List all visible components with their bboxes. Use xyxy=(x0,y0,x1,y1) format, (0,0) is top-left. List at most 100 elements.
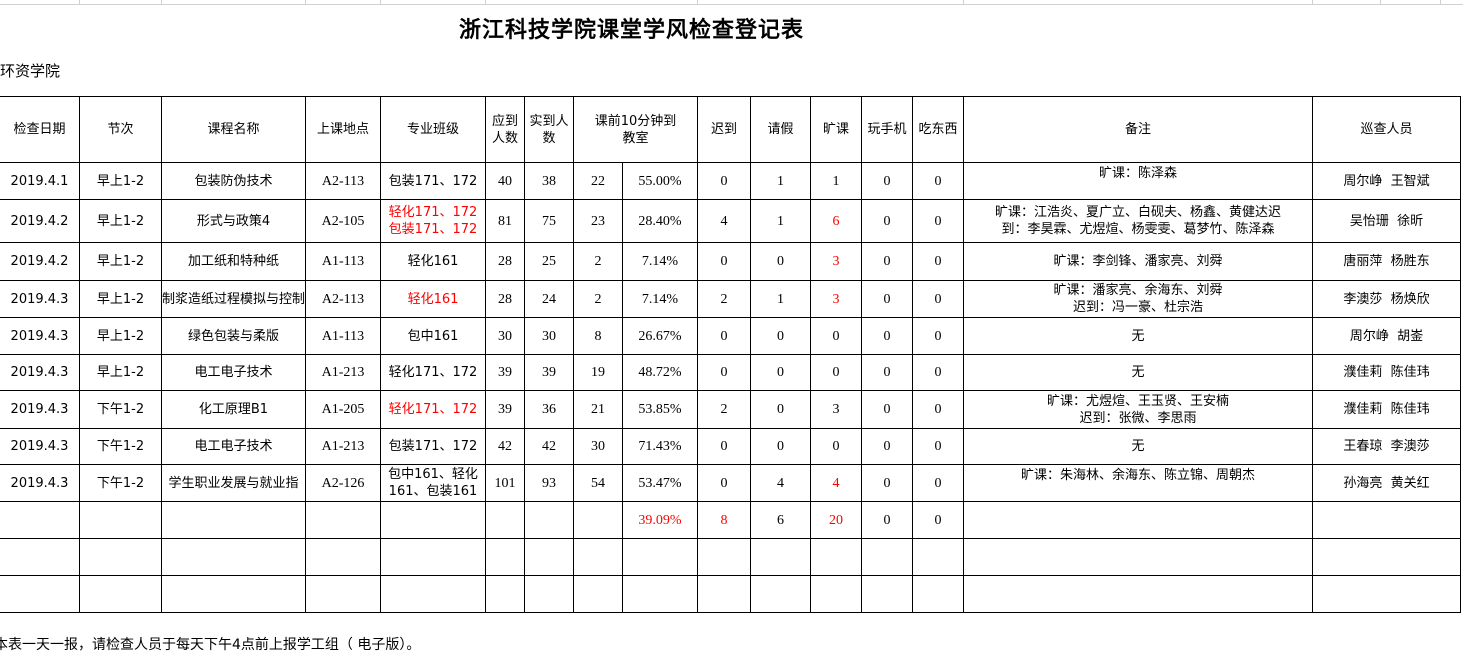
cell-late[interactable]: 0 xyxy=(697,242,751,281)
cell-late[interactable]: 0 xyxy=(697,354,751,391)
cell-early-count[interactable]: 30 xyxy=(573,428,623,465)
cell-remark[interactable]: 旷课：江浩炎、夏广立、白砚夫、杨鑫、黄健达迟 到：李昊霖、尤煜煊、杨雯雯、葛梦竹、… xyxy=(963,199,1313,243)
cell-empty[interactable] xyxy=(963,538,1313,576)
cell-expected[interactable]: 42 xyxy=(485,428,525,465)
cell-empty[interactable] xyxy=(697,575,751,613)
cell-empty[interactable] xyxy=(524,575,574,613)
cell-period[interactable]: 早上1-2 xyxy=(79,199,162,243)
cell-empty[interactable] xyxy=(0,575,80,613)
cell-early-pct[interactable]: 48.72% xyxy=(622,354,698,391)
cell-date[interactable]: 2019.4.3 xyxy=(0,280,80,318)
cell-leave[interactable]: 1 xyxy=(750,280,811,318)
cell-inspectors[interactable]: 王春琼 李澳莎 xyxy=(1312,428,1461,465)
cell-absent[interactable]: 3 xyxy=(810,390,862,429)
cell-empty[interactable] xyxy=(79,501,162,539)
cell-actual[interactable]: 38 xyxy=(524,162,574,200)
cell-late[interactable]: 0 xyxy=(697,464,751,502)
cell-date[interactable]: 2019.4.2 xyxy=(0,242,80,281)
cell-phone[interactable]: 0 xyxy=(861,390,913,429)
cell-inspectors[interactable]: 周尔峥 胡崟 xyxy=(1312,317,1461,355)
cell-early-count[interactable]: 19 xyxy=(573,354,623,391)
cell-empty[interactable] xyxy=(161,538,306,576)
cell-empty[interactable] xyxy=(79,575,162,613)
cell-course[interactable]: 化工原理B1 xyxy=(161,390,306,429)
cell-early-pct[interactable]: 7.14% xyxy=(622,280,698,318)
total-leave[interactable]: 6 xyxy=(750,501,811,539)
cell-late[interactable]: 4 xyxy=(697,199,751,243)
cell-remark[interactable]: 旷课：陈泽森 xyxy=(963,162,1313,200)
cell-absent[interactable]: 4 xyxy=(810,464,862,502)
cell-phone[interactable]: 0 xyxy=(861,354,913,391)
cell-actual[interactable]: 25 xyxy=(524,242,574,281)
cell-actual[interactable]: 42 xyxy=(524,428,574,465)
cell-remark[interactable]: 旷课：朱海林、余海东、陈立锦、周朝杰 xyxy=(963,464,1313,502)
cell-empty[interactable] xyxy=(0,501,80,539)
cell-period[interactable]: 早上1-2 xyxy=(79,317,162,355)
cell-leave[interactable]: 0 xyxy=(750,317,811,355)
cell-late[interactable]: 0 xyxy=(697,428,751,465)
cell-course[interactable]: 加工纸和特种纸 xyxy=(161,242,306,281)
cell-class[interactable]: 包中161 xyxy=(380,317,486,355)
cell-inspectors[interactable]: 唐丽萍 杨胜东 xyxy=(1312,242,1461,281)
cell-class[interactable]: 轻化171、172 包装171、172 xyxy=(380,199,486,243)
cell-date[interactable]: 2019.4.3 xyxy=(0,390,80,429)
cell-inspectors[interactable]: 濮佳莉 陈佳玮 xyxy=(1312,390,1461,429)
cell-eat[interactable]: 0 xyxy=(912,199,964,243)
cell-room[interactable]: A2-126 xyxy=(305,464,381,502)
cell-expected[interactable]: 81 xyxy=(485,199,525,243)
cell-period[interactable]: 早上1-2 xyxy=(79,354,162,391)
cell-actual[interactable]: 93 xyxy=(524,464,574,502)
total-early-pct[interactable]: 39.09% xyxy=(622,501,698,539)
cell-early-pct[interactable]: 53.47% xyxy=(622,464,698,502)
cell-empty[interactable] xyxy=(912,575,964,613)
cell-inspectors[interactable]: 孙海亮 黄关红 xyxy=(1312,464,1461,502)
cell-class[interactable]: 包装171、172 xyxy=(380,162,486,200)
cell-phone[interactable]: 0 xyxy=(861,162,913,200)
cell-date[interactable]: 2019.4.3 xyxy=(0,464,80,502)
cell-empty[interactable] xyxy=(622,575,698,613)
cell-actual[interactable]: 75 xyxy=(524,199,574,243)
cell-eat[interactable]: 0 xyxy=(912,242,964,281)
cell-leave[interactable]: 0 xyxy=(750,390,811,429)
cell-empty[interactable] xyxy=(79,538,162,576)
cell-room[interactable]: A1-213 xyxy=(305,354,381,391)
cell-early-count[interactable]: 2 xyxy=(573,280,623,318)
cell-expected[interactable]: 28 xyxy=(485,280,525,318)
cell-room[interactable]: A1-113 xyxy=(305,242,381,281)
cell-early-count[interactable]: 21 xyxy=(573,390,623,429)
cell-empty[interactable] xyxy=(573,538,623,576)
cell-room[interactable]: A1-113 xyxy=(305,317,381,355)
cell-phone[interactable]: 0 xyxy=(861,317,913,355)
cell-remark[interactable]: 无 xyxy=(963,317,1313,355)
cell-empty[interactable] xyxy=(963,575,1313,613)
cell-empty[interactable] xyxy=(485,575,525,613)
cell-phone[interactable]: 0 xyxy=(861,464,913,502)
cell-date[interactable]: 2019.4.1 xyxy=(0,162,80,200)
cell-date[interactable]: 2019.4.3 xyxy=(0,354,80,391)
cell-leave[interactable]: 1 xyxy=(750,199,811,243)
cell-remark[interactable]: 旷课：李剑锋、潘家亮、刘舜 xyxy=(963,242,1313,281)
cell-inspectors[interactable]: 吴怡珊 徐昕 xyxy=(1312,199,1461,243)
cell-empty[interactable] xyxy=(305,575,381,613)
cell-eat[interactable]: 0 xyxy=(912,280,964,318)
cell-period[interactable]: 早上1-2 xyxy=(79,242,162,281)
cell-empty[interactable] xyxy=(0,538,80,576)
cell-expected[interactable]: 39 xyxy=(485,390,525,429)
cell-course[interactable]: 形式与政策4 xyxy=(161,199,306,243)
total-eat[interactable]: 0 xyxy=(912,501,964,539)
cell-leave[interactable]: 0 xyxy=(750,428,811,465)
cell-phone[interactable]: 0 xyxy=(861,242,913,281)
cell-late[interactable]: 0 xyxy=(697,162,751,200)
total-late[interactable]: 8 xyxy=(697,501,751,539)
cell-eat[interactable]: 0 xyxy=(912,317,964,355)
cell-actual[interactable]: 36 xyxy=(524,390,574,429)
cell-empty[interactable] xyxy=(380,501,486,539)
total-absent[interactable]: 20 xyxy=(810,501,862,539)
cell-remark[interactable]: 旷课：潘家亮、余海东、刘舜 迟到：冯一豪、杜宗浩 xyxy=(963,280,1313,318)
cell-early-pct[interactable]: 53.85% xyxy=(622,390,698,429)
cell-phone[interactable]: 0 xyxy=(861,280,913,318)
cell-date[interactable]: 2019.4.3 xyxy=(0,428,80,465)
cell-leave[interactable]: 0 xyxy=(750,242,811,281)
cell-empty[interactable] xyxy=(305,538,381,576)
cell-empty[interactable] xyxy=(697,538,751,576)
